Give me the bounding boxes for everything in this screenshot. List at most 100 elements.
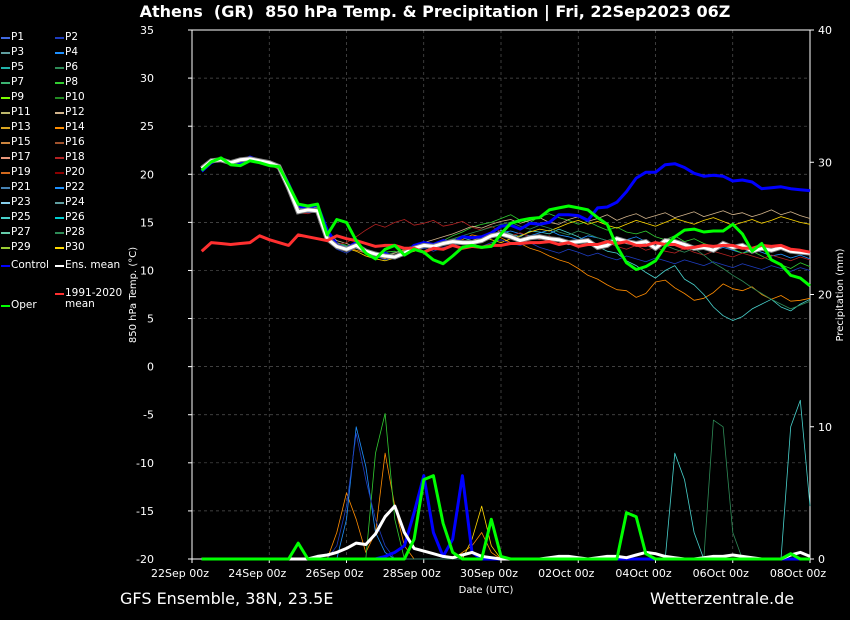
legend-label: P16 bbox=[65, 136, 85, 148]
legend-label: P23 bbox=[11, 196, 31, 208]
y-tick-label: 25 bbox=[140, 120, 154, 133]
y-tick-label: -20 bbox=[136, 553, 154, 566]
legend-item: P17 bbox=[1, 152, 31, 163]
legend-swatch bbox=[1, 172, 10, 174]
legend-swatch bbox=[1, 112, 10, 114]
legend-item: P10 bbox=[55, 92, 85, 103]
legend-label: P8 bbox=[65, 76, 79, 88]
y-tick-label: 0 bbox=[147, 361, 154, 374]
legend-item: P16 bbox=[55, 137, 85, 148]
legend-swatch bbox=[1, 202, 10, 204]
legend-item: 1991-2020 mean bbox=[55, 288, 122, 310]
legend-label: P13 bbox=[11, 121, 31, 133]
legend-label: P12 bbox=[65, 106, 85, 118]
legend-label: P3 bbox=[11, 46, 25, 58]
legend-label: P2 bbox=[65, 31, 79, 43]
legend-label: Ens. mean bbox=[65, 259, 121, 271]
legend-swatch bbox=[1, 142, 10, 144]
series-line-1991-2020-mean bbox=[200, 233, 811, 254]
legend-label: P9 bbox=[11, 91, 25, 103]
y2-tick-label: 20 bbox=[818, 289, 832, 302]
legend-label: P21 bbox=[11, 181, 31, 193]
legend-item: P13 bbox=[1, 122, 31, 133]
legend-item: P7 bbox=[1, 77, 24, 88]
series-line-oper bbox=[200, 156, 811, 287]
legend-swatch bbox=[55, 82, 64, 84]
precip-line-p28 bbox=[201, 419, 810, 560]
site-caption: Wetterzentrale.de bbox=[650, 589, 795, 608]
legend-swatch bbox=[1, 97, 10, 99]
legend-label: P24 bbox=[65, 196, 85, 208]
precip-line-p14 bbox=[201, 452, 810, 560]
legend-item: P26 bbox=[55, 212, 85, 223]
legend-item: P2 bbox=[55, 32, 78, 43]
legend-swatch bbox=[55, 157, 64, 159]
legend-swatch bbox=[55, 142, 64, 144]
legend-item: P27 bbox=[1, 227, 31, 238]
y2-axis-label: Precipitation (mm) bbox=[835, 248, 846, 341]
legend-swatch bbox=[55, 127, 64, 129]
x-tick-label: 06Oct 00z bbox=[693, 567, 750, 580]
legend-swatch bbox=[1, 127, 10, 129]
legend-label: P29 bbox=[11, 241, 31, 253]
legend-item: Ens. mean bbox=[55, 260, 120, 271]
legend-label: P26 bbox=[65, 211, 85, 223]
y2-tick-label: 0 bbox=[818, 553, 825, 566]
legend-swatch bbox=[55, 247, 64, 249]
x-tick-label: 26Sep 00z bbox=[306, 567, 364, 580]
y2-tick-label: 40 bbox=[818, 24, 832, 37]
legend-item: P30 bbox=[55, 242, 85, 253]
series-line-ens-mean bbox=[200, 157, 811, 259]
legend-label: P6 bbox=[65, 61, 79, 73]
legend-swatch bbox=[55, 97, 64, 99]
legend-label: 1991-2020 mean bbox=[65, 287, 123, 310]
precip-line-control bbox=[201, 474, 810, 561]
legend-swatch bbox=[55, 112, 64, 114]
legend-item: P3 bbox=[1, 47, 24, 58]
series-line-control bbox=[200, 155, 811, 260]
y2-tick-label: 30 bbox=[818, 156, 832, 169]
legend-swatch bbox=[1, 82, 10, 84]
legend-swatch bbox=[1, 247, 10, 249]
legend-label: Oper bbox=[11, 299, 37, 311]
legend-swatch bbox=[1, 217, 10, 219]
x-tick-label: 02Oct 00z bbox=[538, 567, 595, 580]
x-axis-label: Date (UTC) bbox=[459, 585, 514, 596]
y-tick-label: 35 bbox=[140, 24, 154, 37]
legend-swatch bbox=[1, 52, 10, 54]
legend-label: P19 bbox=[11, 166, 31, 178]
model-caption: GFS Ensemble, 38N, 23.5E bbox=[120, 589, 334, 608]
legend-item: P8 bbox=[55, 77, 78, 88]
legend-label: P27 bbox=[11, 226, 31, 238]
legend-swatch bbox=[55, 232, 64, 234]
legend-swatch bbox=[1, 187, 10, 189]
legend-item: P1 bbox=[1, 32, 24, 43]
legend-item: P4 bbox=[55, 47, 78, 58]
legend-swatch bbox=[55, 37, 64, 39]
y-tick-label: 30 bbox=[140, 72, 154, 85]
legend-item: P21 bbox=[1, 182, 31, 193]
y-tick-label: 20 bbox=[140, 168, 154, 181]
x-tick-label: 04Oct 00z bbox=[615, 567, 672, 580]
legend-swatch bbox=[1, 37, 10, 39]
y-axis-label: 850 hPa Temp. (°C) bbox=[128, 247, 139, 343]
y-tick-label: 10 bbox=[140, 264, 154, 277]
legend-item: Control bbox=[1, 260, 49, 271]
legend-swatch bbox=[55, 202, 64, 204]
x-tick-label: 30Sep 00z bbox=[460, 567, 518, 580]
legend-item: P25 bbox=[1, 212, 31, 223]
x-tick-label: 22Sep 00z bbox=[151, 567, 209, 580]
legend-item: P23 bbox=[1, 197, 31, 208]
legend-label: P30 bbox=[65, 241, 85, 253]
legend-item: P29 bbox=[1, 242, 31, 253]
y-tick-label: 15 bbox=[140, 216, 154, 229]
legend-item: P12 bbox=[55, 107, 85, 118]
legend-swatch bbox=[55, 217, 64, 219]
legend-item: P11 bbox=[1, 107, 31, 118]
legend-label: P5 bbox=[11, 61, 25, 73]
legend-swatch bbox=[55, 293, 64, 295]
chart-title: Athens (GR) 850 hPa Temp. & Precipitatio… bbox=[139, 2, 731, 21]
y-tick-label: 5 bbox=[147, 313, 154, 326]
y-tick-label: -10 bbox=[136, 457, 154, 470]
legend-label: P14 bbox=[65, 121, 85, 133]
